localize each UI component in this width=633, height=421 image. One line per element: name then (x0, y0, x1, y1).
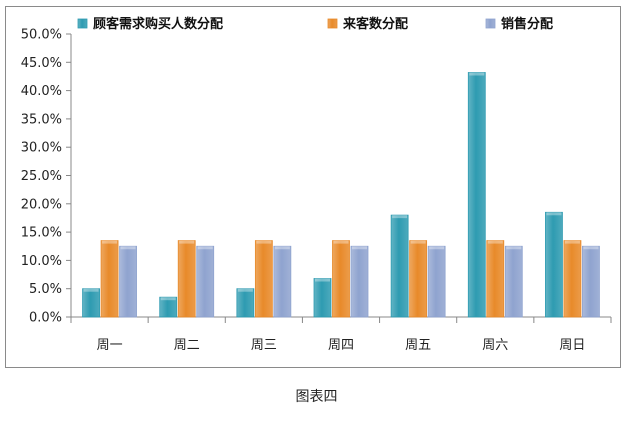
bar-cap (352, 246, 367, 250)
legend: 顾客需求购买人数分配 来客数分配 销售分配 (77, 16, 553, 32)
bar-3-周二 (196, 245, 215, 318)
legend-label-2: 来客数分配 (342, 16, 408, 32)
y-tick-label: 10.0% (21, 254, 62, 269)
y-tick-label: 15.0% (21, 226, 62, 241)
figure-caption: 图表四 (295, 389, 338, 405)
y-tick-label: 0.0% (29, 311, 62, 326)
bar-cap (102, 240, 118, 244)
x-tick-label: 周二 (174, 338, 200, 353)
bar-3-周三 (273, 245, 292, 318)
bar-cap (160, 297, 176, 301)
bar-cap (487, 240, 503, 244)
legend-swatch-1 (77, 18, 88, 29)
y-tick-label: 45.0% (21, 56, 62, 71)
legend-swatch-2 (327, 18, 338, 29)
bar-2-周六 (486, 240, 505, 318)
bar-1-周日 (545, 211, 563, 318)
y-tick-label: 5.0% (29, 282, 62, 297)
x-tick-label: 周日 (559, 338, 585, 353)
legend-label-1: 顾客需求购买人数分配 (93, 16, 223, 32)
x-tick-label: 周四 (328, 338, 354, 353)
x-tick-label: 周三 (251, 338, 277, 353)
y-tick-label: 20.0% (21, 197, 62, 212)
bar-3-周四 (350, 245, 369, 318)
bar-cap (564, 240, 580, 244)
bar-cap (392, 215, 408, 219)
bar-2-周四 (332, 240, 350, 318)
y-tick-label: 40.0% (21, 84, 62, 99)
x-tick-label: 周五 (405, 338, 431, 353)
bar-3-周日 (582, 245, 600, 318)
y-tick-label: 25.0% (21, 169, 62, 184)
bar-1-周二 (159, 296, 178, 318)
bar-2-周日 (563, 240, 582, 318)
bar-1-周一 (82, 288, 100, 318)
bar-cap (120, 246, 136, 250)
bar-2-周三 (254, 240, 273, 318)
bar-cap (274, 246, 290, 250)
y-tick-label: 30.0% (21, 141, 62, 156)
bar-cap (256, 240, 272, 244)
bar-1-周三 (236, 288, 255, 318)
bar-3-周一 (119, 245, 137, 318)
bar-1-周六 (467, 72, 486, 318)
x-axis: 周一 周二 周三 周四 周五 周六 周日 (70, 316, 612, 353)
bar-cap (197, 246, 213, 250)
x-tick-label: 周一 (97, 338, 123, 353)
bar-cap (410, 240, 426, 244)
bar-3-周五 (427, 245, 446, 318)
bars (82, 72, 600, 318)
bar-2-周二 (177, 240, 196, 318)
chart-frame: 0.0% 5.0% 10.0% 15.0% 20.0% 25.0% 30.0% 35.0% 40… (5, 6, 621, 368)
bar-cap (83, 288, 99, 292)
bar-cap (315, 278, 330, 282)
y-tick-label: 35.0% (21, 112, 62, 127)
bar-cap (179, 240, 195, 244)
bar-cap (469, 72, 485, 76)
bar-cap (429, 246, 445, 250)
bar-cap (506, 246, 522, 250)
legend-swatch-3 (485, 18, 496, 29)
bar-2-周一 (100, 240, 119, 318)
bar-cap (546, 212, 562, 216)
bar-1-周四 (313, 278, 332, 318)
y-tick-label: 50.0% (21, 28, 62, 43)
bar-chart: 0.0% 5.0% 10.0% 15.0% 20.0% 25.0% 30.0% 35.0% 40… (21, 16, 612, 353)
y-axis: 0.0% 5.0% 10.0% 15.0% 20.0% 25.0% 30.0% 35.0% 40… (21, 28, 72, 326)
legend-label-3: 销售分配 (501, 16, 553, 32)
bar-3-周六 (504, 245, 523, 318)
bar-cap (333, 240, 349, 244)
bar-cap (237, 288, 253, 292)
bar-cap (583, 246, 599, 250)
x-tick-label: 周六 (482, 338, 508, 353)
bar-1-周五 (390, 214, 409, 318)
bar-2-周五 (409, 240, 428, 318)
